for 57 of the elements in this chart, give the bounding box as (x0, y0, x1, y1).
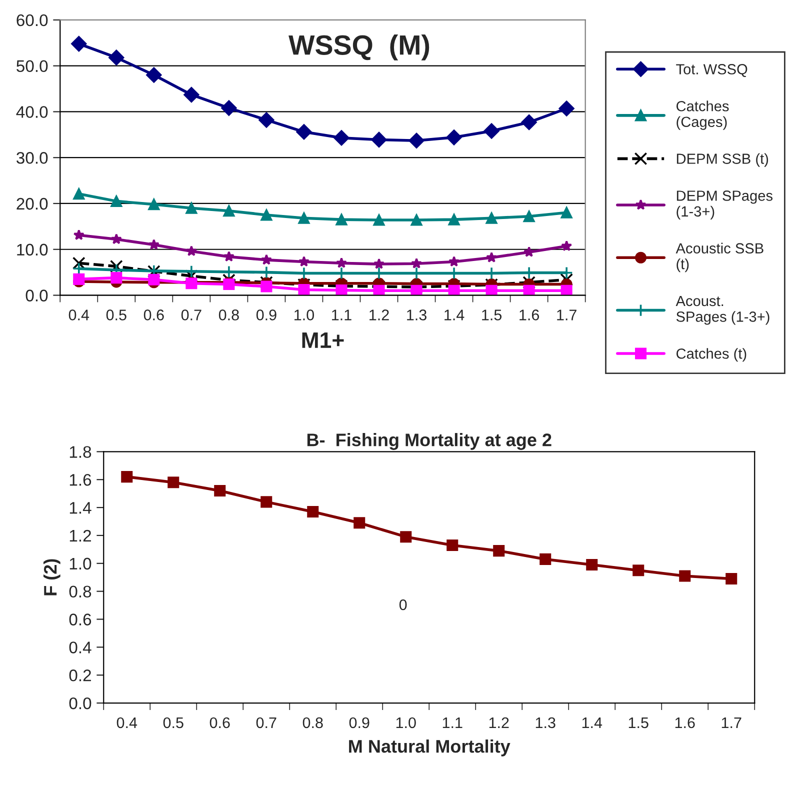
legend-label: Catches (t) (676, 348, 746, 362)
x-tick-label: 1.3 (407, 310, 426, 320)
x-tick-label: 1.5 (482, 310, 502, 320)
y-tick-label: 40.0 (16, 106, 48, 118)
y-tick-label: 0.0 (26, 290, 48, 302)
x-tick-label: 1.2 (489, 717, 509, 728)
x-tick-label: 1.7 (722, 717, 742, 728)
x-tick-label: 0.5 (163, 717, 184, 728)
x-tick-label: 1.3 (536, 717, 556, 728)
y-tick-label: 0.0 (69, 697, 92, 710)
x-tick-label: 1.4 (582, 717, 602, 728)
y-tick-label: 1.6 (70, 474, 92, 486)
annotation: 0 (399, 599, 407, 610)
y-tick-label: 1.4 (70, 502, 92, 514)
x-tick-label: 1.6 (520, 310, 540, 320)
legend-label: Catches (Cages) (676, 100, 729, 130)
x-tick-label: 0.7 (181, 310, 202, 320)
x-tick-label: 1.7 (557, 310, 576, 320)
y-tick-label: 20.0 (16, 198, 48, 210)
x-tick-label: 1.2 (370, 310, 389, 320)
y-tick-label: 1.2 (70, 530, 91, 542)
y-tick-label: 30.0 (16, 152, 48, 164)
legend-label: Acoustic SSB (t) (676, 242, 764, 272)
x-tick-label: 1.6 (675, 717, 695, 728)
legend-label: DEPM SSB (t) (676, 153, 768, 167)
y-tick-label: 0.6 (69, 614, 92, 626)
x-tick-label: 0.8 (218, 310, 239, 320)
x-tick-label: 1.1 (442, 717, 462, 728)
chart-title: WSSQ (M) (288, 34, 430, 60)
x-tick-label: 0.6 (144, 310, 164, 320)
x-tick-label: 0.9 (349, 717, 370, 728)
y-tick-label: 0.2 (69, 670, 91, 682)
y-tick-label: 10.0 (17, 244, 48, 256)
x-tick-label: 1.0 (294, 310, 314, 320)
x-tick-label: 0.8 (302, 717, 323, 728)
y-axis-title: F (2) (43, 559, 60, 596)
legend-label: Acoust. SPages (1-3+) (676, 296, 770, 325)
x-tick-label: 0.5 (106, 310, 126, 320)
y-tick-label: 1.0 (70, 558, 92, 570)
x-tick-label: 0.7 (256, 717, 276, 728)
x-axis-title: M1+ (302, 332, 344, 348)
chart-title: B- Fishing Mortality at age 2 (307, 433, 552, 450)
x-tick-label: 0.4 (116, 717, 138, 728)
y-tick-label: 0.8 (69, 586, 92, 598)
x-tick-label: 0.6 (210, 717, 230, 728)
x-tick-label: 0.9 (256, 310, 276, 320)
x-tick-label: 1.1 (332, 310, 352, 320)
legend-label: Tot. WSSQ (676, 64, 748, 77)
x-tick-label: 1.4 (444, 310, 464, 320)
y-tick-label: 1.8 (70, 446, 92, 458)
y-tick-label: 50.0 (16, 60, 48, 72)
x-tick-label: 1.0 (396, 717, 416, 728)
x-axis-title: M Natural Mortality (349, 740, 510, 756)
y-tick-label: 0.4 (69, 642, 92, 654)
y-tick-label: 60.0 (16, 14, 48, 26)
x-tick-label: 1.5 (628, 717, 648, 728)
legend-label: DEPM SPages (1-3+) (676, 190, 772, 220)
